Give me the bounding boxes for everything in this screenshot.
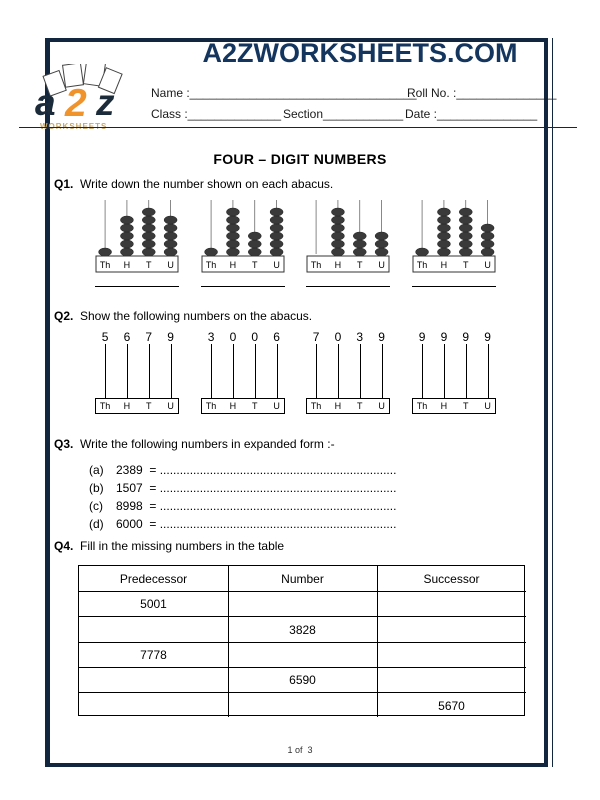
svg-text:H: H	[124, 260, 131, 270]
svg-text:T: T	[146, 260, 152, 270]
svg-text:T: T	[252, 260, 258, 270]
svg-text:Th: Th	[206, 260, 217, 270]
svg-text:Th: Th	[100, 260, 111, 270]
svg-text:a: a	[35, 82, 56, 123]
svg-text:H: H	[441, 260, 448, 270]
svg-text:T: T	[357, 260, 363, 270]
svg-text:Th: Th	[417, 260, 428, 270]
svg-text:U: U	[167, 260, 174, 270]
svg-text:U: U	[273, 260, 280, 270]
svg-text:T: T	[463, 260, 469, 270]
svg-text:U: U	[484, 260, 491, 270]
svg-text:H: H	[230, 260, 237, 270]
svg-text:2: 2	[64, 82, 87, 125]
svg-text:H: H	[335, 260, 342, 270]
svg-text:U: U	[378, 260, 385, 270]
svg-text:Th: Th	[311, 260, 322, 270]
svg-text:z: z	[95, 82, 115, 123]
